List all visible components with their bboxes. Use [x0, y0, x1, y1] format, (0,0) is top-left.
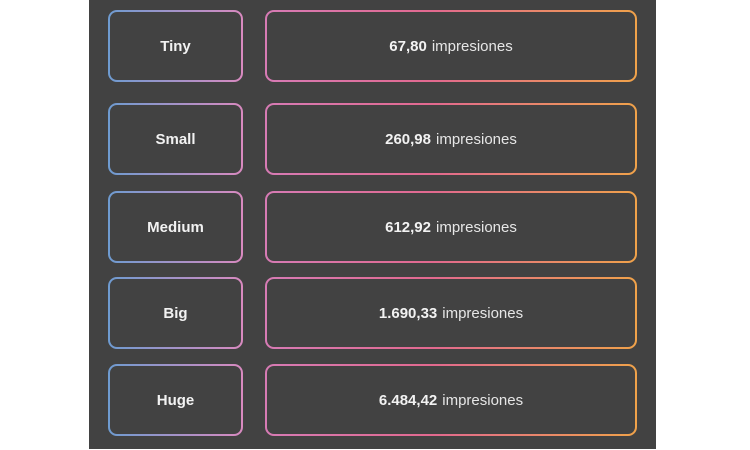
- size-row-medium: Medium 612,92 impresiones: [89, 191, 656, 263]
- size-label: Medium: [147, 218, 204, 236]
- size-label: Big: [163, 304, 188, 322]
- impressions-value-box: 1.690,33 impresiones: [265, 277, 637, 349]
- impressions-unit: impresiones: [436, 130, 517, 148]
- impressions-value-box: 67,80 impresiones: [265, 10, 637, 82]
- impressions-unit: impresiones: [442, 391, 524, 409]
- size-label-box: Huge: [108, 364, 243, 436]
- size-label-box: Small: [108, 103, 243, 175]
- impressions-value-box: 612,92 impresiones: [265, 191, 637, 263]
- size-row-big: Big 1.690,33 impresiones: [89, 277, 656, 349]
- size-row-huge: Huge 6.484,42 impresiones: [89, 364, 656, 436]
- size-label-box: Tiny: [108, 10, 243, 82]
- impressions-unit: impresiones: [436, 218, 517, 236]
- size-label: Small: [155, 130, 196, 148]
- size-label: Huge: [156, 391, 195, 409]
- impressions-value: 6.484,42: [378, 391, 438, 409]
- impressions-value-box: 6.484,42 impresiones: [265, 364, 637, 436]
- size-label-box: Medium: [108, 191, 243, 263]
- impressions-value: 260,98: [385, 130, 431, 148]
- impressions-value: 1.690,33: [378, 304, 438, 322]
- size-label-box: Big: [108, 277, 243, 349]
- impressions-panel: Tiny 67,80 impresiones Small 260,98 impr…: [89, 0, 656, 449]
- impressions-value: 612,92: [385, 218, 431, 236]
- impressions-unit: impresiones: [431, 37, 513, 55]
- impressions-value: 67,80: [389, 37, 427, 55]
- impressions-unit: impresiones: [442, 304, 524, 322]
- impressions-value-box: 260,98 impresiones: [265, 103, 637, 175]
- size-row-tiny: Tiny 67,80 impresiones: [89, 10, 656, 82]
- size-row-small: Small 260,98 impresiones: [89, 103, 656, 175]
- size-label: Tiny: [160, 37, 191, 55]
